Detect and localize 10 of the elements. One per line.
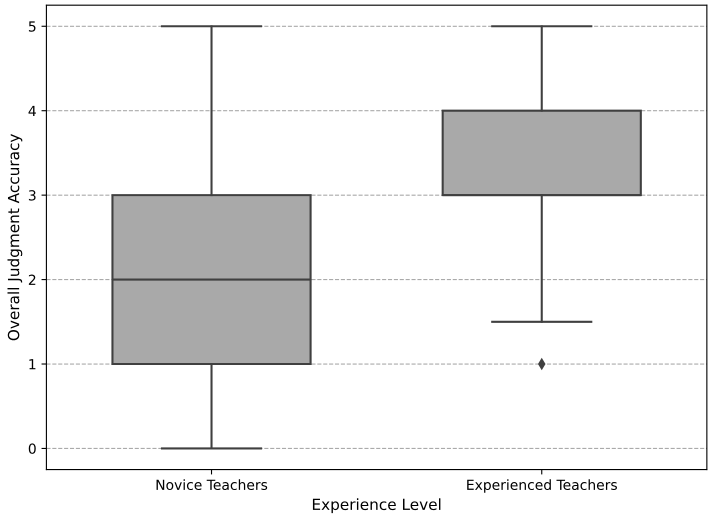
y-tick-label: 5	[28, 21, 36, 32]
y-tick-label: 2	[28, 274, 36, 285]
y-tick-label: 0	[28, 443, 36, 454]
y-axis-title: Overall Judgment Accuracy	[8, 134, 22, 340]
y-tick-label: 1	[29, 359, 36, 370]
x-tick-label: Experienced Teachers	[467, 479, 617, 493]
x-tick-label: Novice Teachers	[156, 479, 268, 490]
y-tick-label: 3	[28, 190, 36, 201]
x-axis-title: Experience Level	[312, 498, 440, 514]
y-tick-label: 4	[28, 106, 36, 116]
